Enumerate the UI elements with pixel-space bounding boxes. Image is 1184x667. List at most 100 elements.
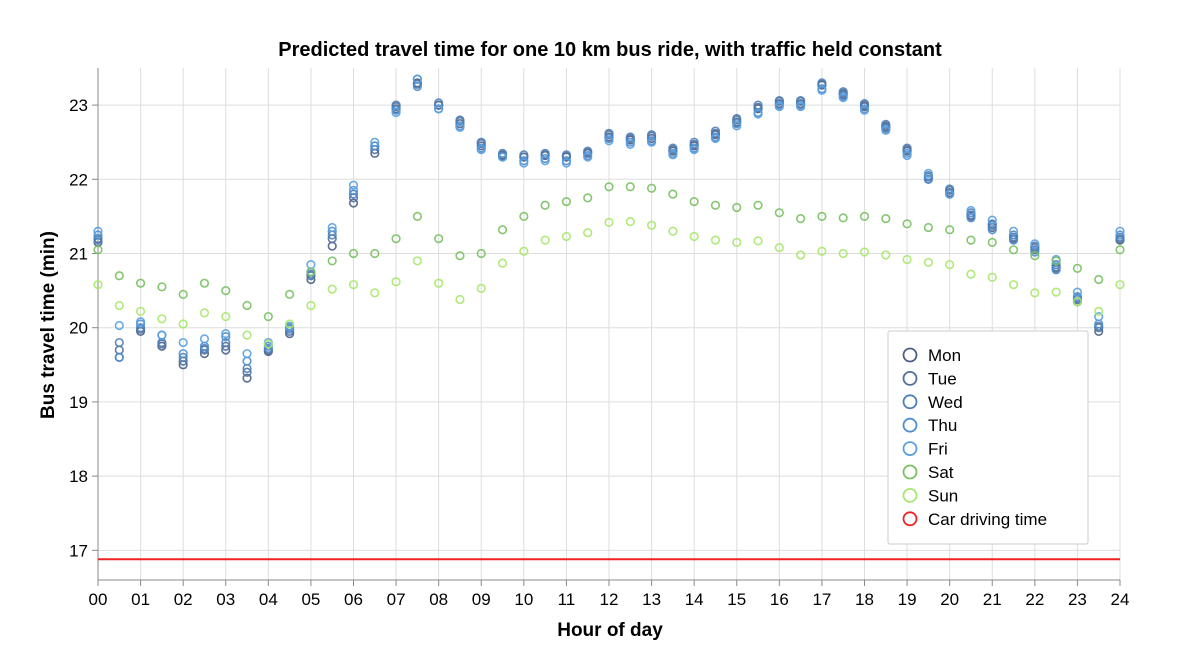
data-point-sun <box>327 284 337 294</box>
data-point-sat <box>540 200 550 210</box>
legend-label-thu: Thu <box>928 416 957 435</box>
data-point-thu <box>1008 235 1019 245</box>
data-point-sat <box>348 248 359 259</box>
data-point-sat <box>902 219 912 229</box>
data-point-sun <box>221 311 231 322</box>
data-point-sun <box>1115 280 1125 290</box>
x-tick-label: 08 <box>429 590 448 609</box>
data-point-sat <box>987 237 997 247</box>
legend-symbol-sun <box>902 487 918 503</box>
data-point-sat <box>561 196 572 207</box>
x-tick-label: 13 <box>642 590 661 609</box>
data-point-sat <box>1008 245 1019 255</box>
data-point-fri <box>93 226 103 236</box>
data-point-wed <box>93 235 103 245</box>
data-point-fri <box>625 139 635 150</box>
data-point-sat <box>327 256 337 266</box>
data-point-sun <box>561 231 572 242</box>
x-tick-label: 15 <box>727 590 746 609</box>
data-point-wed <box>881 119 891 129</box>
x-tick-label: 01 <box>131 590 150 609</box>
data-point-sun <box>1030 288 1040 298</box>
data-point-thu <box>93 230 103 240</box>
data-point-fri <box>604 136 614 146</box>
data-point-fri <box>583 152 593 162</box>
data-point-fri <box>561 158 572 168</box>
y-tick-label: 20 <box>69 319 88 338</box>
data-point-fri <box>1115 226 1125 236</box>
data-point-fri <box>434 104 444 114</box>
data-point-sat <box>455 251 465 261</box>
data-point-sun <box>583 228 593 238</box>
x-tick-label: 23 <box>1068 590 1087 609</box>
x-tick-label: 16 <box>770 590 789 609</box>
legend-symbol-fri <box>902 441 918 457</box>
data-point-sat <box>1051 256 1061 266</box>
data-point-fri <box>135 317 146 327</box>
data-point-sat <box>689 196 699 207</box>
data-point-fri <box>391 107 401 118</box>
legend-symbol-tue <box>902 370 918 386</box>
data-point-thu <box>178 349 188 359</box>
data-point-thu <box>1051 265 1061 275</box>
data-point-sat <box>263 311 273 322</box>
legend: Mon Tue Wed Thu Fri Sat Sun Car driving time <box>887 330 1089 545</box>
x-tick-label: 07 <box>387 590 406 609</box>
data-point-tue <box>221 341 231 351</box>
data-point-sun <box>668 226 678 236</box>
data-point-fri <box>881 125 891 135</box>
data-point-fri <box>348 180 359 190</box>
data-point-sat <box>774 208 784 218</box>
data-point-sun <box>987 272 997 282</box>
legend-symbol-wed <box>902 394 918 410</box>
data-point-wed <box>668 143 678 153</box>
data-point-sun <box>497 258 508 268</box>
data-point-sun <box>604 217 614 227</box>
data-point-thu <box>923 174 933 184</box>
legend-box <box>887 330 1089 545</box>
data-point-sun <box>902 254 912 265</box>
data-point-wed <box>774 96 784 106</box>
data-point-sun <box>242 330 252 340</box>
data-point-sun <box>838 248 848 259</box>
data-point-sat <box>135 278 146 288</box>
data-point-fri <box>476 145 486 155</box>
data-point-fri <box>178 337 188 348</box>
data-point-fri <box>987 215 997 225</box>
data-point-sat <box>838 213 848 223</box>
data-point-sat <box>710 200 721 210</box>
data-point-sat <box>1094 274 1104 285</box>
data-point-sun <box>646 220 657 230</box>
data-point-sun <box>391 277 401 287</box>
data-point-sun <box>881 250 891 260</box>
data-point-sat <box>476 248 486 259</box>
data-point-sun <box>625 217 635 227</box>
data-point-sun <box>455 294 465 305</box>
data-point-fri <box>796 101 806 112</box>
data-point-sun <box>796 250 806 260</box>
data-point-fri <box>114 320 124 331</box>
data-point-wed <box>434 98 444 108</box>
data-point-sat <box>753 200 763 210</box>
data-point-sat <box>817 211 827 222</box>
data-point-fri <box>199 334 210 344</box>
data-point-sat <box>796 214 806 224</box>
x-axis-title: Hour of day <box>557 620 663 641</box>
x-tick-label: 12 <box>600 590 619 609</box>
data-point-sat <box>1030 251 1040 261</box>
y-tick-label: 18 <box>69 467 88 486</box>
data-point-sun <box>199 308 210 318</box>
data-point-sun <box>348 280 359 290</box>
data-point-wed <box>1008 230 1019 240</box>
data-point-sat <box>625 182 635 192</box>
data-point-sat <box>434 234 444 244</box>
data-point-sat <box>646 183 657 193</box>
data-point-thu <box>221 332 231 342</box>
data-point-mon <box>242 373 252 383</box>
data-point-sun <box>412 256 422 266</box>
data-point-sat <box>604 182 614 192</box>
data-point-sat <box>93 245 103 255</box>
x-tick-label: 17 <box>812 590 831 609</box>
legend-symbol-thu <box>902 417 918 433</box>
data-point-wed <box>987 219 997 229</box>
